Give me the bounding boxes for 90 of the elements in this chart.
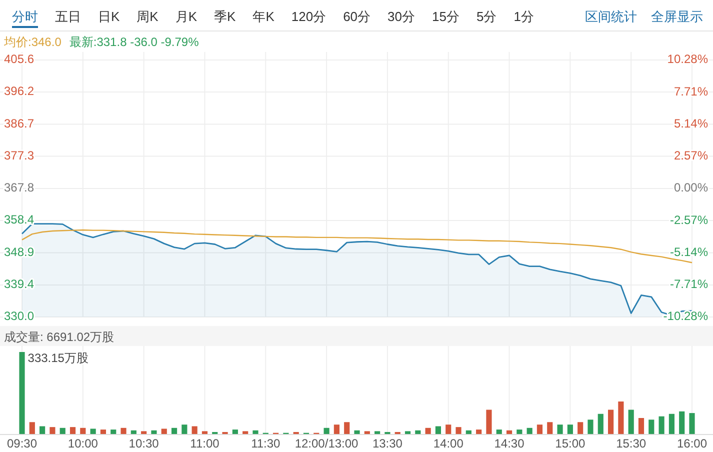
text: 30分	[388, 9, 415, 24]
y-tick-label: 330.0	[4, 309, 34, 324]
bar	[120, 428, 126, 434]
bar	[658, 416, 664, 434]
x-tick-label: 11:30	[251, 436, 281, 450]
y-tick-label: 386.7	[4, 116, 34, 130]
text: 1分	[514, 9, 534, 24]
text: 五日	[55, 9, 81, 24]
bar	[192, 426, 198, 434]
bar	[70, 427, 76, 434]
bar	[567, 424, 573, 434]
bar	[536, 424, 543, 434]
bar	[324, 428, 330, 434]
bar	[557, 424, 563, 434]
bar	[252, 430, 258, 434]
x-tick-label: 13:30	[372, 436, 403, 450]
text: 15分	[432, 9, 460, 24]
bar	[456, 427, 462, 434]
bar	[638, 418, 644, 434]
bar	[526, 428, 532, 434]
x-tick-label: 10:00	[68, 436, 98, 450]
y-tick-label: 405.6	[4, 52, 34, 66]
bar	[29, 422, 35, 434]
bar	[608, 410, 614, 434]
x-tick-label: 12:00/13:00	[294, 436, 359, 450]
bar	[19, 352, 25, 434]
text: 最新:331.8 -36.0 -9.79%	[69, 35, 200, 49]
x-tick-label: 15:00	[555, 436, 586, 450]
x-tick-label: 09:30	[6, 436, 38, 450]
bar	[679, 411, 685, 434]
y-tick-label: 396.2	[4, 84, 34, 98]
y2-tick-label: -5.14%	[670, 244, 708, 259]
y2-tick-label: 2.57%	[674, 148, 708, 163]
y2-tick-label: -2.57%	[670, 212, 708, 227]
text: 月K	[175, 9, 198, 24]
text: 均价:346.0	[3, 35, 62, 49]
text: 日K	[98, 9, 120, 24]
text: 5分	[476, 9, 497, 24]
text: 分时	[12, 9, 38, 24]
y2-tick-label: -7.71%	[670, 277, 708, 292]
y2-tick-label: 10.28%	[667, 52, 708, 66]
text: 季K	[214, 9, 236, 24]
bar	[50, 427, 56, 434]
text: 周K	[136, 9, 159, 24]
text: 60分	[343, 9, 371, 24]
text: 120分	[291, 9, 326, 24]
y-tick-label: 377.3	[4, 148, 34, 162]
x-tick-label: 10:30	[128, 436, 160, 450]
bar	[60, 428, 66, 434]
y2-tick-label: -10.28%	[663, 309, 708, 324]
bar	[547, 422, 553, 434]
bar	[90, 428, 96, 434]
bar	[618, 402, 624, 434]
bar	[578, 422, 584, 434]
x-tick-label: 15:30	[616, 436, 646, 450]
bar	[648, 420, 654, 434]
bar	[435, 426, 442, 434]
bar	[628, 410, 634, 434]
text: 区间统计	[585, 9, 637, 24]
y2-tick-label: 0.00%	[674, 180, 708, 195]
bar	[486, 410, 492, 434]
bar	[668, 414, 674, 434]
bar	[171, 428, 178, 434]
x-tick-label: 11:00	[190, 436, 220, 450]
bar	[354, 430, 360, 434]
bar	[446, 424, 452, 434]
annotation: 333.15万股	[28, 351, 88, 365]
bar	[344, 422, 350, 434]
y-tick-label: 339.4	[4, 277, 34, 292]
x-tick-label: 14:30	[494, 436, 525, 450]
text: 年K	[252, 9, 275, 24]
bar	[689, 413, 695, 434]
bar	[161, 428, 167, 434]
text: 全屏显示	[651, 9, 703, 24]
x-tick-label: 16:00	[676, 436, 708, 450]
bar	[40, 426, 46, 434]
bar	[425, 428, 431, 434]
x-tick-label: 14:00	[433, 436, 464, 450]
text: 成交量: 6691.02万股	[4, 330, 114, 344]
y2-tick-label: 5.14%	[674, 116, 708, 130]
bar	[80, 428, 86, 434]
y-tick-label: 358.4	[4, 212, 34, 227]
bar	[334, 424, 340, 434]
y-tick-label: 348.9	[4, 244, 34, 259]
y-tick-label: 367.8	[4, 180, 34, 195]
bar	[151, 430, 157, 434]
bar	[588, 420, 594, 434]
bar	[182, 424, 188, 434]
y2-tick-label: 7.71%	[674, 84, 708, 98]
bar	[598, 414, 604, 434]
